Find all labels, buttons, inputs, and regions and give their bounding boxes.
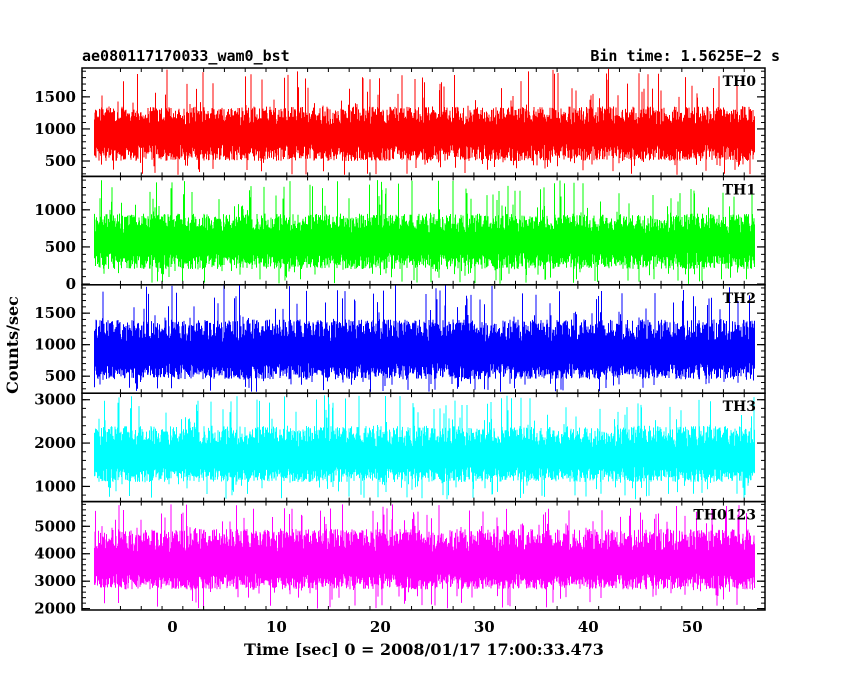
y-tick-label: 2000 <box>34 434 76 452</box>
panel-label: TH1 <box>723 182 756 198</box>
panel-label: TH0123 <box>693 508 756 524</box>
y-tick-label: 1500 <box>34 88 76 106</box>
series-th2 <box>94 284 755 392</box>
series-th0123 <box>94 504 755 609</box>
x-axis: 0 10 20 30 40 50 <box>167 618 702 636</box>
y-tick-label: 0 <box>66 275 76 293</box>
series-th1 <box>94 180 755 284</box>
y-tick-label: 4000 <box>34 545 76 563</box>
y-axis-label: Counts/sec <box>3 296 22 394</box>
x-tick-label: 50 <box>682 618 703 636</box>
y-tick-label: 1000 <box>34 201 76 219</box>
y-tick-label: 1000 <box>34 336 76 354</box>
x-tick-label: 40 <box>578 618 599 636</box>
x-tick-label: 30 <box>474 618 495 636</box>
y-tick-label: 1000 <box>34 477 76 495</box>
y-tick-label: 1000 <box>34 120 76 138</box>
y-tick-label: 500 <box>45 152 76 170</box>
x-tick-label: 20 <box>370 618 391 636</box>
panel-th3: 1000 2000 3000 TH3 <box>34 391 766 503</box>
y-tick-label: 1500 <box>34 304 76 322</box>
panel-label: TH2 <box>723 291 756 307</box>
x-axis-label: Time [sec] 0 = 2008/01/17 17:00:33.473 <box>244 640 604 659</box>
header-right-bin-time: Bin time: 1.5625E−2 s <box>590 47 780 65</box>
x-tick-label: 10 <box>266 618 287 636</box>
x-tick-label: 0 <box>167 618 177 636</box>
y-tick-label: 2000 <box>34 600 76 618</box>
panel-label: TH3 <box>723 399 756 415</box>
y-tick-label: 500 <box>45 238 76 256</box>
series-th3 <box>94 395 755 500</box>
panel-frame <box>81 500 766 611</box>
series-th0 <box>94 68 755 175</box>
y-tick-label: 5000 <box>34 517 76 535</box>
panel-th2: 500 1000 1500 TH2 <box>34 284 766 394</box>
header-left-title: ae080117170033_wam0_bst <box>82 47 290 65</box>
y-tick-label: 500 <box>45 367 76 385</box>
y-tick-label: 3000 <box>34 391 76 409</box>
panel-th0: 500 1000 1500 TH0 <box>34 67 766 178</box>
panel-th0123: 2000 3000 4000 5000 TH0123 <box>34 500 766 618</box>
panels-group: 500 1000 1500 TH0 0 500 1000 TH1 500 1000 1500 TH2 1… <box>34 67 766 618</box>
panel-th1: 0 500 1000 TH1 <box>34 175 766 293</box>
panel-label: TH0 <box>723 74 757 90</box>
y-tick-label: 3000 <box>34 572 76 590</box>
